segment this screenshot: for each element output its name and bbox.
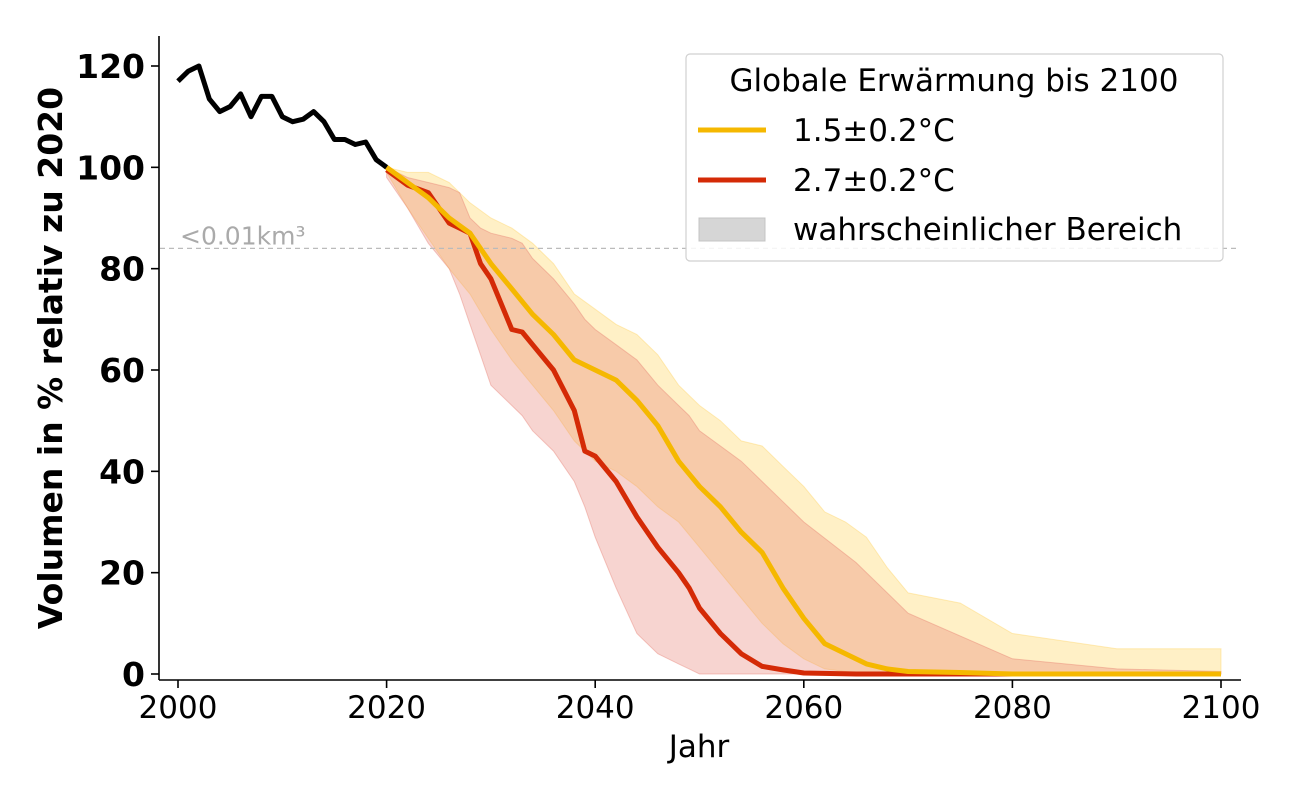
x-tick-label: 2000 (139, 690, 218, 726)
legend-frame (685, 53, 1224, 262)
reference-line-label: <0.01km³ (180, 221, 305, 250)
x-tick-label: 2040 (556, 690, 635, 726)
x-tick-label: 2060 (764, 690, 843, 726)
y-tick-label: 20 (99, 554, 145, 593)
y-tick-label: 0 (122, 655, 145, 694)
x-axis-label: Jahr (667, 729, 730, 765)
x-tick-label: 2020 (347, 690, 426, 726)
y-tick-label: 80 (99, 250, 145, 289)
y-tick-label: 100 (76, 148, 145, 187)
legend-label-2-7: 2.7±0.2°C (793, 163, 955, 199)
legend-swatch-range (698, 217, 766, 242)
y-tick-label: 40 (99, 452, 145, 491)
legend: Globale Erwärmung bis 2100 1.5±0.2°C 2.7… (685, 53, 1224, 262)
y-tick-label: 120 (76, 47, 145, 86)
series-lines (176, 63, 1221, 677)
legend-label-range: wahrscheinlicher Bereich (793, 212, 1182, 248)
y-tick-label: 60 (99, 351, 145, 390)
y-axis-label: Volumen in % relativ zu 2020 (31, 87, 70, 629)
x-tick-label: 2080 (973, 690, 1052, 726)
x-tick-label: 2100 (1182, 690, 1261, 726)
legend-label-1-5: 1.5±0.2°C (793, 113, 955, 149)
series-line-1-5 (385, 165, 1221, 677)
legend-title: Globale Erwärmung bis 2100 (730, 63, 1179, 99)
historical-line (176, 63, 389, 170)
